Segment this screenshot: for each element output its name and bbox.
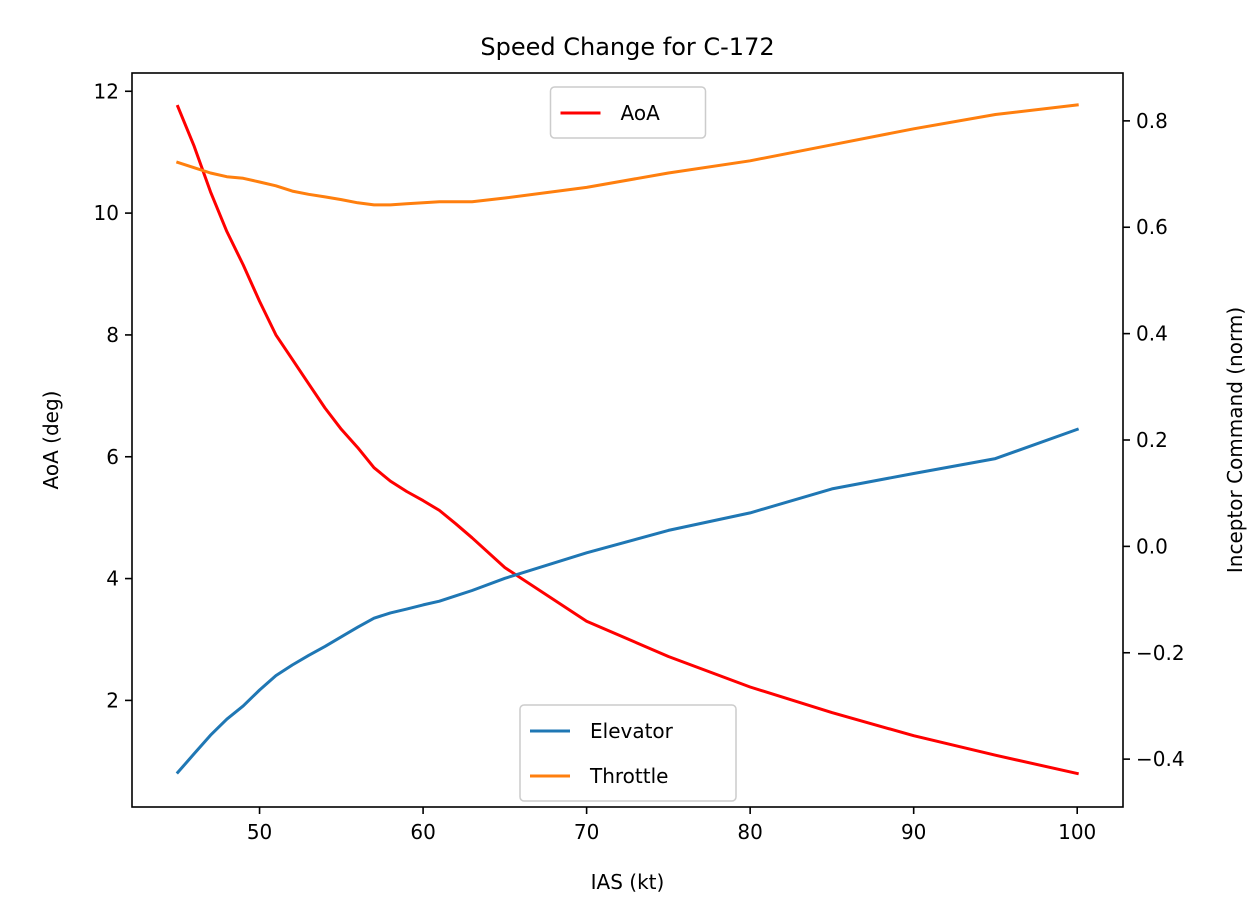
x-tick-label: 70 xyxy=(574,820,599,844)
y-tick-label: 8 xyxy=(106,323,119,347)
y-tick-label: 2 xyxy=(106,688,119,712)
series-line-throttle xyxy=(175,103,1079,207)
legend-box xyxy=(549,86,707,139)
x-tick-label: 100 xyxy=(1058,820,1096,844)
legend-label: Elevator xyxy=(590,719,674,743)
legend-box xyxy=(519,704,737,802)
series-line-elevator xyxy=(175,427,1080,775)
legend-label: Throttle xyxy=(589,764,668,788)
y2-tick-label: 0.8 xyxy=(1136,109,1168,133)
legend-label: AoA xyxy=(621,101,661,125)
y-axis-label: AoA (deg) xyxy=(39,391,63,490)
y2-tick-label: 0.6 xyxy=(1136,215,1168,239)
series-layer xyxy=(175,103,1080,776)
plot-frame xyxy=(131,72,1124,808)
y2-tick-label: −0.2 xyxy=(1136,641,1185,665)
chart-title: Speed Change for C-172 xyxy=(480,33,774,61)
y-tick-label: 4 xyxy=(106,567,119,591)
y-tick-label: 10 xyxy=(94,201,119,225)
x-tick-label: 80 xyxy=(737,820,762,844)
x-axis-label: IAS (kt) xyxy=(591,870,665,894)
legend-inceptors: Elevator Throttle xyxy=(519,704,737,802)
legend-aoa: AoA xyxy=(549,86,707,139)
y2-tick-label: −0.4 xyxy=(1136,747,1185,771)
y2-tick-label: 0.2 xyxy=(1136,428,1168,452)
y-tick-label: 6 xyxy=(106,445,119,469)
ticks-layer: 50 60 70 80 90 100 2 4 6 8 10 12 −0.4 −0.2 0.0 0.2 0.4 0.… xyxy=(94,79,1185,844)
y-tick-label: 12 xyxy=(94,79,119,103)
x-tick-label: 50 xyxy=(247,820,272,844)
y2-axis-label: Inceptor Command (norm) xyxy=(1223,307,1247,573)
y2-tick-label: 0.4 xyxy=(1136,322,1168,346)
x-tick-label: 60 xyxy=(410,820,435,844)
y2-tick-label: 0.0 xyxy=(1136,534,1168,558)
series-line-aoa xyxy=(175,104,1079,776)
x-tick-label: 90 xyxy=(901,820,926,844)
